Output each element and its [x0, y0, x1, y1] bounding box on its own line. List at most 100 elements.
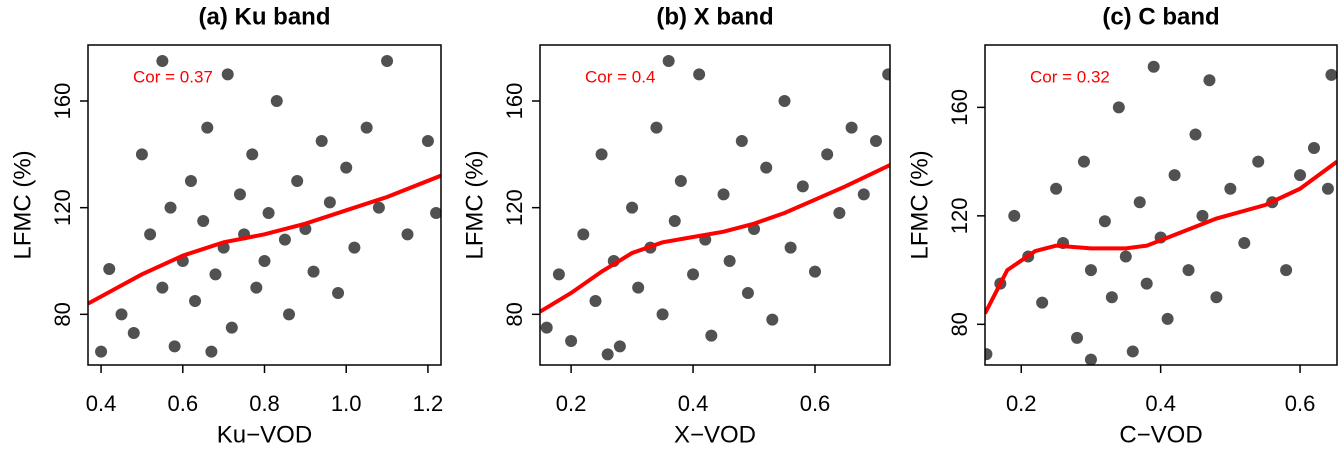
point: [705, 329, 718, 342]
x-tick-label: 0.2: [1006, 391, 1037, 416]
point: [1084, 264, 1097, 277]
annotation: Cor = 0.4: [585, 67, 655, 86]
point: [315, 135, 328, 147]
point: [1105, 291, 1118, 304]
points: [540, 55, 890, 361]
point: [674, 175, 687, 187]
y-axis-label: LFMC (%): [906, 150, 933, 259]
x-tick-label: 0.4: [86, 391, 117, 416]
point: [1119, 250, 1132, 263]
point: [430, 207, 441, 219]
point: [1196, 209, 1209, 222]
point: [565, 335, 578, 347]
point: [372, 201, 385, 214]
point: [1294, 169, 1307, 182]
y-tick-label: 160: [50, 83, 75, 120]
x-tick-label: 0.2: [556, 391, 587, 416]
x-tick-label: 0.4: [678, 391, 709, 416]
point: [225, 321, 238, 334]
point: [1182, 264, 1195, 277]
point: [1050, 182, 1063, 195]
panel: (b) X band Cor = 0.4 0.2 0.4 0.6 80 120 160 X−VO…: [461, 3, 891, 448]
point: [1161, 312, 1174, 325]
point: [1098, 215, 1111, 228]
point: [1036, 296, 1049, 309]
point: [626, 201, 639, 214]
point: [381, 55, 394, 67]
panel-title: (c) C band: [1102, 3, 1219, 30]
point: [735, 135, 748, 147]
point: [1071, 331, 1084, 344]
point: [857, 188, 870, 201]
point: [1133, 196, 1146, 209]
point: [1077, 155, 1090, 168]
point: [205, 345, 218, 358]
x-tick-label: 0.8: [249, 391, 280, 416]
point: [552, 268, 565, 281]
point: [164, 201, 177, 214]
point: [1140, 277, 1153, 290]
point: [595, 148, 608, 161]
x-tick-label: 1.0: [331, 391, 362, 416]
x-tick-label: 1.2: [413, 391, 444, 416]
point: [1147, 60, 1160, 73]
point: [184, 175, 197, 187]
point: [1084, 353, 1097, 365]
y-tick-label: 80: [50, 302, 75, 326]
point: [869, 135, 882, 147]
point: [821, 148, 834, 161]
x-tick-label: 0.6: [800, 391, 831, 416]
point: [197, 215, 210, 227]
y-tick-label: 120: [947, 197, 972, 234]
smooth-line: [985, 159, 1337, 315]
point: [221, 68, 234, 81]
point: [332, 287, 345, 299]
point: [115, 308, 128, 321]
point: [401, 228, 414, 241]
point: [189, 295, 202, 307]
point: [589, 295, 602, 307]
point: [656, 308, 669, 321]
point: [778, 95, 791, 107]
point: [668, 215, 681, 227]
point: [262, 207, 275, 219]
panel: (a) Ku band Cor = 0.37 0.4 0.6 0.8 1.0 1.2 80 12…: [9, 3, 443, 448]
y-tick-label: 80: [947, 312, 972, 336]
point: [632, 281, 645, 294]
x-axis-label: X−VOD: [674, 421, 756, 448]
panel-title: (b) X band: [656, 3, 773, 30]
point: [1210, 291, 1223, 304]
point: [278, 233, 291, 246]
point: [1252, 155, 1265, 168]
panel: (c) C band Cor = 0.32 0.2 0.4 0.6 80 120 160 C−V…: [906, 3, 1338, 448]
point: [144, 228, 157, 241]
point: [246, 148, 259, 161]
point: [784, 241, 797, 254]
point: [307, 265, 320, 278]
point: [291, 175, 304, 187]
y-tick-label: 120: [502, 189, 527, 226]
point: [270, 95, 283, 107]
y-axis-label: LFMC (%): [9, 150, 36, 259]
point: [250, 281, 263, 294]
point: [833, 207, 846, 219]
panel-title: (a) Ku band: [199, 3, 331, 30]
point: [717, 188, 730, 201]
point: [577, 228, 590, 241]
smooth-line: [88, 173, 441, 306]
point: [201, 121, 214, 134]
point: [233, 188, 246, 201]
y-tick-label: 160: [502, 83, 527, 120]
point: [258, 255, 271, 267]
point: [1307, 142, 1320, 155]
x-tick-label: 0.6: [167, 391, 198, 416]
point: [723, 255, 736, 267]
y-tick-label: 80: [502, 302, 527, 326]
x-tick-label: 0.6: [1285, 391, 1316, 416]
points: [95, 55, 441, 358]
y-axis-label: LFMC (%): [461, 150, 488, 259]
point: [127, 327, 140, 339]
x-axis-label: C−VOD: [1119, 421, 1202, 448]
point: [348, 241, 361, 254]
